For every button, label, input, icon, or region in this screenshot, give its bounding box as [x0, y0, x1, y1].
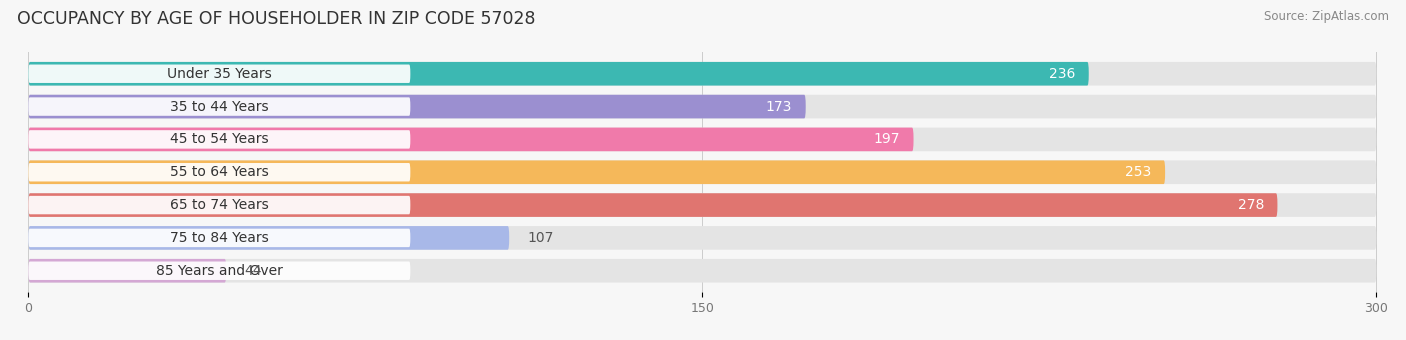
- FancyBboxPatch shape: [28, 128, 914, 151]
- FancyBboxPatch shape: [28, 62, 1376, 86]
- Text: 44: 44: [245, 264, 262, 278]
- FancyBboxPatch shape: [28, 160, 1166, 184]
- FancyBboxPatch shape: [28, 226, 1376, 250]
- FancyBboxPatch shape: [28, 160, 1376, 184]
- FancyBboxPatch shape: [28, 62, 1088, 86]
- Text: 75 to 84 Years: 75 to 84 Years: [170, 231, 269, 245]
- FancyBboxPatch shape: [28, 196, 411, 214]
- Text: 197: 197: [873, 132, 900, 147]
- Text: OCCUPANCY BY AGE OF HOUSEHOLDER IN ZIP CODE 57028: OCCUPANCY BY AGE OF HOUSEHOLDER IN ZIP C…: [17, 10, 536, 28]
- FancyBboxPatch shape: [28, 226, 509, 250]
- Text: 45 to 54 Years: 45 to 54 Years: [170, 132, 269, 147]
- FancyBboxPatch shape: [28, 97, 411, 116]
- Text: Source: ZipAtlas.com: Source: ZipAtlas.com: [1264, 10, 1389, 23]
- FancyBboxPatch shape: [28, 95, 806, 118]
- Text: 236: 236: [1049, 67, 1076, 81]
- Text: 35 to 44 Years: 35 to 44 Years: [170, 100, 269, 114]
- Text: 65 to 74 Years: 65 to 74 Years: [170, 198, 269, 212]
- FancyBboxPatch shape: [28, 130, 411, 149]
- Text: 278: 278: [1237, 198, 1264, 212]
- Text: 55 to 64 Years: 55 to 64 Years: [170, 165, 269, 179]
- Text: 85 Years and Over: 85 Years and Over: [156, 264, 283, 278]
- FancyBboxPatch shape: [28, 261, 411, 280]
- FancyBboxPatch shape: [28, 193, 1278, 217]
- Text: 173: 173: [766, 100, 792, 114]
- Text: 253: 253: [1125, 165, 1152, 179]
- FancyBboxPatch shape: [28, 128, 1376, 151]
- FancyBboxPatch shape: [28, 65, 411, 83]
- FancyBboxPatch shape: [28, 259, 1376, 283]
- FancyBboxPatch shape: [28, 193, 1376, 217]
- FancyBboxPatch shape: [28, 229, 411, 247]
- Text: Under 35 Years: Under 35 Years: [167, 67, 271, 81]
- FancyBboxPatch shape: [28, 163, 411, 182]
- Text: 107: 107: [527, 231, 554, 245]
- FancyBboxPatch shape: [28, 259, 226, 283]
- FancyBboxPatch shape: [28, 95, 1376, 118]
